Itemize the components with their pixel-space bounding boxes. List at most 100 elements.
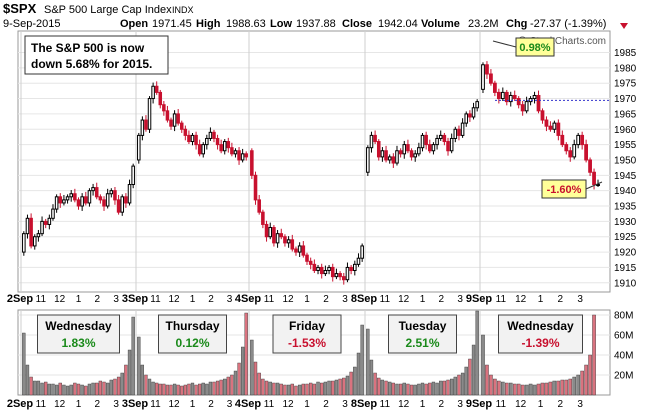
index-name: S&P 500 Large Cap Index: [44, 4, 172, 16]
volume-bar: [131, 316, 135, 396]
candle-body: [109, 190, 114, 195]
candle-body: [187, 134, 191, 143]
x-date-label: 8Sep: [351, 398, 378, 410]
x-session-label: 3: [227, 294, 233, 305]
candle-body: [552, 122, 557, 130]
candle-body: [183, 128, 188, 136]
volume-bar: [286, 384, 291, 396]
x-session-label: 2: [95, 399, 101, 410]
ytd-annotation-line2: down 5.68% for 2015.: [31, 57, 152, 71]
candle-body: [158, 91, 163, 106]
candle-body: [91, 187, 95, 192]
candle-body: [544, 119, 549, 127]
exchange: INDX: [172, 5, 194, 15]
x-session-label: 12: [168, 399, 180, 410]
candle-body: [233, 150, 238, 155]
symbol: $SPX: [3, 1, 37, 16]
x-date-label: 4Sep: [235, 293, 262, 305]
x-session-label: 3: [342, 399, 348, 410]
volume-bar: [22, 332, 26, 396]
candle-body: [190, 134, 195, 143]
volume-bar: [198, 383, 202, 396]
volume-bar: [556, 380, 561, 396]
volume-bar: [377, 377, 381, 396]
price-candles: [22, 61, 600, 285]
candle-body: [457, 128, 461, 136]
candle-body: [169, 119, 173, 127]
candle-body: [113, 190, 117, 201]
volume-bar: [65, 385, 70, 396]
volume-bar: [205, 383, 209, 396]
volume-bar: [512, 383, 517, 396]
volume-bar: [95, 382, 99, 396]
candle-body: [297, 245, 302, 253]
day-change-value: 2.51%: [405, 336, 439, 350]
candle-body: [380, 150, 385, 158]
volume-bar: [576, 374, 580, 396]
volume-bar: [155, 382, 159, 396]
volume-bar: [223, 378, 227, 396]
x-session-label: 11: [264, 399, 275, 410]
candle-body: [460, 122, 465, 136]
candle-body: [512, 94, 517, 100]
candle-body: [540, 110, 545, 121]
day-change-value: -1.53%: [288, 336, 326, 350]
candle-body: [32, 236, 37, 247]
x-session-label: 1: [420, 399, 426, 410]
x-session-label: 11: [150, 294, 161, 305]
x-session-label: 3: [342, 294, 348, 305]
candle-body: [250, 150, 254, 176]
volume-bar: [442, 380, 447, 396]
volume-bar: [409, 384, 414, 396]
candle-body: [286, 239, 291, 244]
candle-body: [147, 98, 152, 130]
down-arrow-icon: [620, 23, 628, 29]
ytd-annotation-line1: The S&P 500 is now: [31, 41, 145, 55]
x-session-label: 1: [304, 399, 310, 410]
chg-value: -27.37 (-1.39%): [530, 18, 606, 30]
x-session-label: 11: [380, 399, 391, 410]
volume-bar: [552, 380, 557, 396]
candle-body: [572, 144, 577, 158]
candle-body: [417, 147, 421, 155]
volume-bar: [106, 382, 110, 396]
y-tick-label: 1935: [614, 202, 637, 213]
volume-bar: [528, 383, 533, 396]
volume-bar: [481, 334, 485, 396]
candle-body: [201, 144, 205, 155]
high-label: High: [196, 18, 221, 30]
volume-bar: [489, 374, 493, 396]
volume-bar: [588, 354, 592, 396]
x-date-label: 9Sep: [466, 398, 493, 410]
candle-body: [560, 134, 565, 146]
candle-body: [373, 134, 377, 143]
candle-body: [36, 233, 41, 238]
volume-bar: [162, 383, 166, 396]
volume-bar: [264, 380, 269, 396]
candle-body: [338, 273, 342, 278]
day-name: Thursday: [165, 319, 219, 333]
candle-body: [137, 134, 141, 161]
x-session-label: 12: [282, 399, 294, 410]
volume-bar: [215, 380, 220, 396]
y-tick-label: 1945: [614, 171, 637, 182]
candle-body: [301, 245, 306, 256]
candle-body: [334, 273, 339, 278]
candle-body: [84, 196, 88, 204]
candle-body: [69, 193, 73, 198]
candle-body: [360, 245, 364, 259]
volume-bar: [51, 383, 55, 396]
volume-bar: [305, 383, 309, 396]
candle-body: [165, 110, 170, 121]
candle-body: [215, 137, 220, 146]
x-session-label: 11: [496, 294, 507, 305]
day-name: Wednesday: [507, 319, 574, 333]
volume-bar: [253, 361, 258, 396]
volume-bar: [151, 381, 155, 396]
volume-bar: [190, 382, 195, 396]
volume-bar: [80, 384, 84, 396]
volume-bar: [40, 382, 44, 396]
volume-bar: [244, 312, 248, 396]
day-change-value: -1.39%: [521, 336, 559, 350]
